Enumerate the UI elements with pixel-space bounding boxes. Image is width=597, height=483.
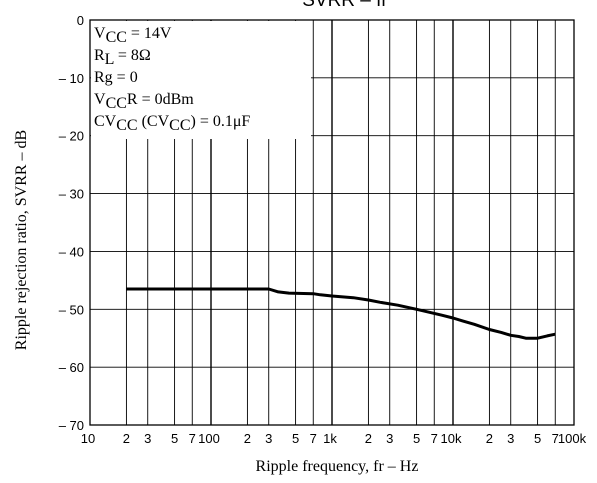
x-tick-label: 5 [534,431,541,446]
y-tick-label: – 40 [59,244,84,259]
y-tick-label: – 60 [59,360,84,375]
x-axis-label: Ripple frequency, fr – Hz [256,458,419,475]
y-tick-label: – 10 [59,71,84,86]
x-tick-label: 7 [431,431,438,446]
svrr-series-line [126,287,556,340]
conditions-background [91,21,311,139]
x-tick-label: 7 [189,431,196,446]
x-tick-label: 5 [413,431,420,446]
chart-title: SVRR – fr [302,0,388,11]
condition-text: Rg = 0 [94,69,138,86]
y-tick-label: – 20 [59,129,84,144]
plot-frame [89,19,575,426]
y-tick-label: 0 [77,13,84,28]
x-tick-label: 2 [123,431,130,446]
x-tick-label: 5 [292,431,299,446]
y-tick-label: – 70 [59,418,84,433]
x-tick-label: 10k [441,431,462,446]
x-tick-label: 2 [486,431,493,446]
series-layer [126,287,556,340]
x-tick-label: 2 [244,431,251,446]
condition-text: RL = 8Ω [94,47,151,68]
x-tick-label: 2 [365,431,372,446]
x-tick-label: 3 [265,431,272,446]
x-tick-label: 1k [323,431,337,446]
condition-text: CVCC (CVCC) = 0.1μF [94,113,250,134]
x-tick-label: 100 [198,431,220,446]
x-tick-label: 5 [171,431,178,446]
x-tick-label: 100k [558,431,587,446]
y-tick-label: – 50 [59,302,84,317]
condition-text: VCC = 14V [94,25,172,46]
y-tick-label: – 30 [59,187,84,202]
x-tick-label: 3 [386,431,393,446]
condition-text: VCCR = 0dBm [94,91,194,112]
x-tick-label: 7 [552,431,559,446]
x-tick-label: 7 [310,431,317,446]
x-tick-label: 3 [507,431,514,446]
y-axis-label: Ripple rejection ratio, SVRR – dB [13,130,30,350]
x-tick-label: 10 [81,431,95,446]
x-tick-label: 3 [144,431,151,446]
